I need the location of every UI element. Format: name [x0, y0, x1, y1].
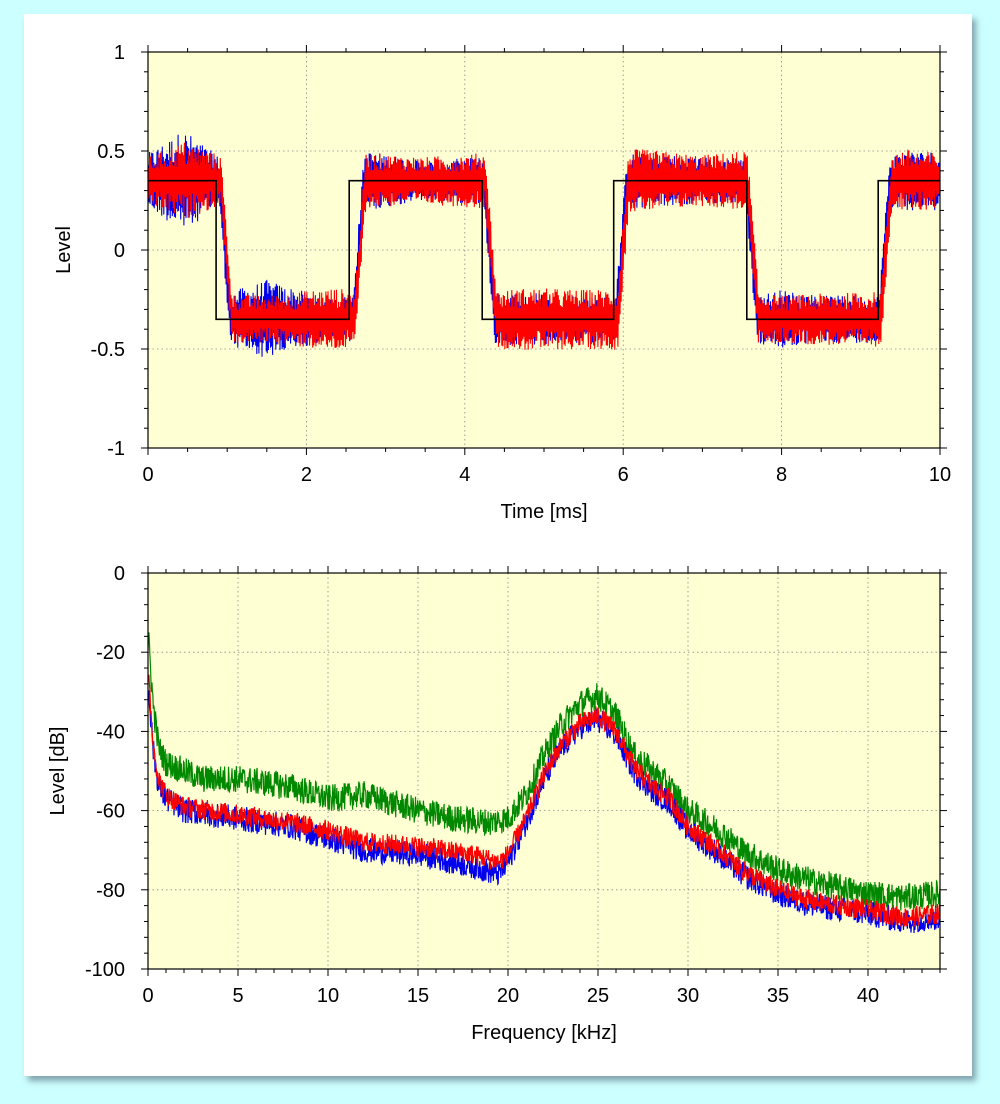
- series-red-spectrum: [148, 674, 940, 928]
- y-tick-label: -20: [96, 642, 125, 664]
- x-tick-label: 25: [587, 985, 609, 1007]
- y-tick-label: 0: [114, 563, 125, 585]
- x-tick-label: 5: [232, 985, 243, 1007]
- series-black-square-wave: [148, 179, 940, 321]
- y-tick-label: -0.5: [91, 339, 125, 361]
- x-tick-label: 10: [317, 985, 339, 1007]
- y-tick-label: 0: [114, 240, 125, 262]
- axis-ticks: [141, 45, 947, 455]
- series-group: [148, 632, 940, 934]
- y-tick-label: 0.5: [97, 141, 125, 163]
- series-red-waveform: [148, 142, 940, 350]
- y-axis-label: Level [dB]: [47, 727, 69, 816]
- x-tick-label: 0: [142, 464, 153, 486]
- x-tick-label: 35: [767, 985, 789, 1007]
- x-tick-label: 10: [929, 464, 951, 486]
- figure-panel: 0 2 4 6 8 10 -1 -0.5 0 0.5 1 Time [ms] Level 0 5 10 15 20…: [24, 14, 972, 1076]
- x-tick-label: 20: [497, 985, 519, 1007]
- y-tick-label: 1: [114, 42, 125, 64]
- series-blue-spectrum: [148, 690, 940, 934]
- y-tick-label: -60: [96, 801, 125, 823]
- spectrum-chart: 0 5 10 15 20 25 30 35 40 -100 -80 -60 -40 -20 0 Frequen…: [47, 563, 947, 1044]
- x-tick-label: 4: [459, 464, 470, 486]
- y-tick-label: -1: [107, 438, 125, 460]
- x-tick-label: 30: [677, 985, 699, 1007]
- x-axis-label: Frequency [kHz]: [471, 1022, 617, 1044]
- x-tick-label: 40: [857, 985, 879, 1007]
- axis-ticks: [141, 566, 947, 976]
- y-tick-label: -100: [85, 959, 125, 981]
- y-tick-label: -40: [96, 721, 125, 743]
- figure-svg: 0 2 4 6 8 10 -1 -0.5 0 0.5 1 Time [ms] Level 0 5 10 15 20…: [47, 42, 951, 1044]
- y-axis-label: Level: [53, 226, 75, 274]
- x-tick-label: 0: [142, 985, 153, 1007]
- x-tick-label: 2: [301, 464, 312, 486]
- x-tick-label: 6: [618, 464, 629, 486]
- x-tick-label: 8: [776, 464, 787, 486]
- x-tick-label: 15: [407, 985, 429, 1007]
- y-tick-label: -80: [96, 880, 125, 902]
- x-axis-label: Time [ms]: [500, 501, 587, 523]
- series-green-spectrum: [148, 632, 940, 911]
- time-domain-chart: 0 2 4 6 8 10 -1 -0.5 0 0.5 1 Time [ms] Level: [53, 42, 951, 523]
- series-group: [148, 134, 940, 357]
